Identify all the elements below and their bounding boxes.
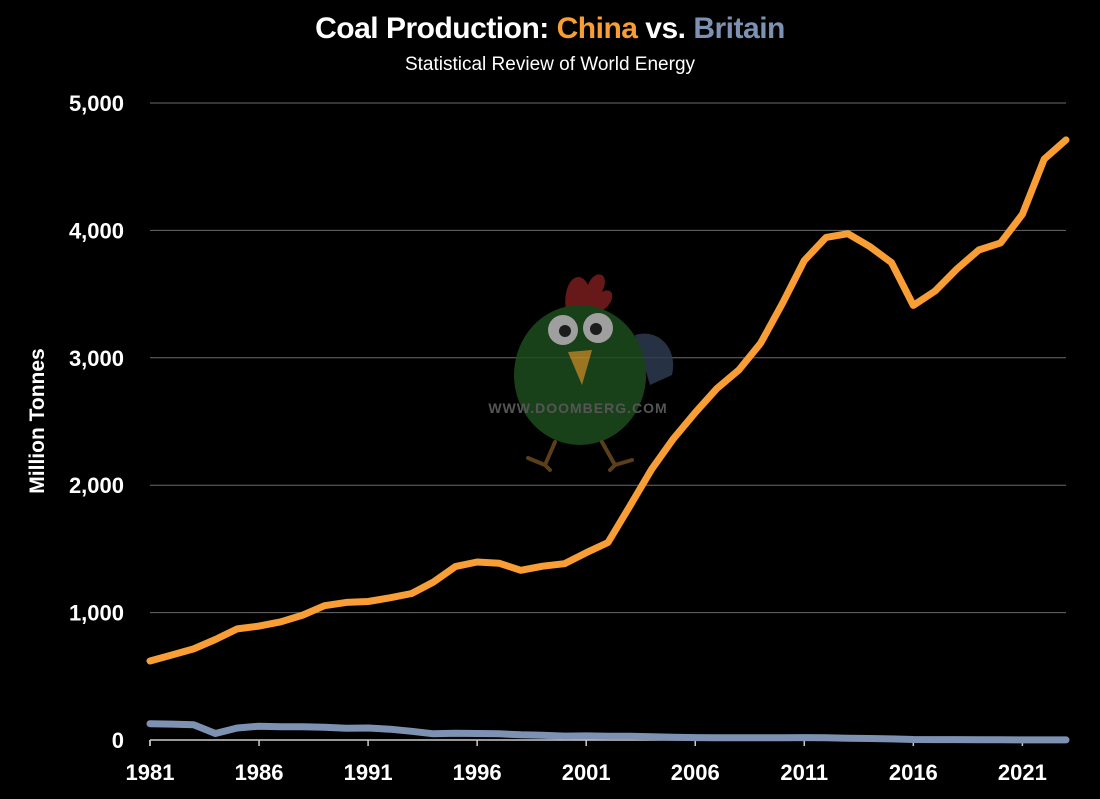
doomberg-chicken-logo — [514, 274, 674, 472]
y-tick-label: 2,000 — [69, 473, 124, 498]
title-prefix: Coal Production: — [315, 12, 557, 45]
tick-labels: 0 1,000 2,000 3,000 4,000 5,000 1981 1986 1991 19… — [69, 91, 1047, 785]
x-tick-label: 2001 — [562, 760, 611, 785]
x-tick-label: 1991 — [344, 760, 393, 785]
x-tick-label: 2016 — [889, 760, 938, 785]
title-vs: vs. — [637, 12, 694, 45]
chart-title: Coal Production: China vs. Britain — [0, 12, 1100, 46]
y-tick-label: 0 — [112, 728, 124, 753]
x-tick-label: 2021 — [998, 760, 1047, 785]
watermark-logo: WWW.DOOMBERG.COM — [488, 274, 674, 472]
chart-subtitle: Statistical Review of World Energy — [404, 54, 696, 75]
y-tick-label: 5,000 — [69, 91, 124, 116]
y-tick-label: 1,000 — [69, 601, 124, 626]
title-china: China — [556, 12, 638, 45]
x-tick-label: 2006 — [671, 760, 720, 785]
series-lines — [146, 136, 1070, 744]
series-line-china — [146, 136, 1070, 665]
x-tick-label: 1981 — [126, 760, 175, 785]
y-tick-label: 3,000 — [69, 346, 124, 371]
x-tick-label: 1996 — [453, 760, 502, 785]
x-tick-label: 2011 — [780, 760, 828, 785]
x-tick-label: 1986 — [235, 760, 284, 785]
series-line-britain — [146, 720, 1070, 744]
y-axis-label: Million Tonnes — [26, 348, 49, 493]
y-tick-label: 4,000 — [69, 218, 124, 243]
title-britain: Britain — [693, 12, 785, 45]
watermark-text: WWW.DOOMBERG.COM — [488, 400, 667, 416]
